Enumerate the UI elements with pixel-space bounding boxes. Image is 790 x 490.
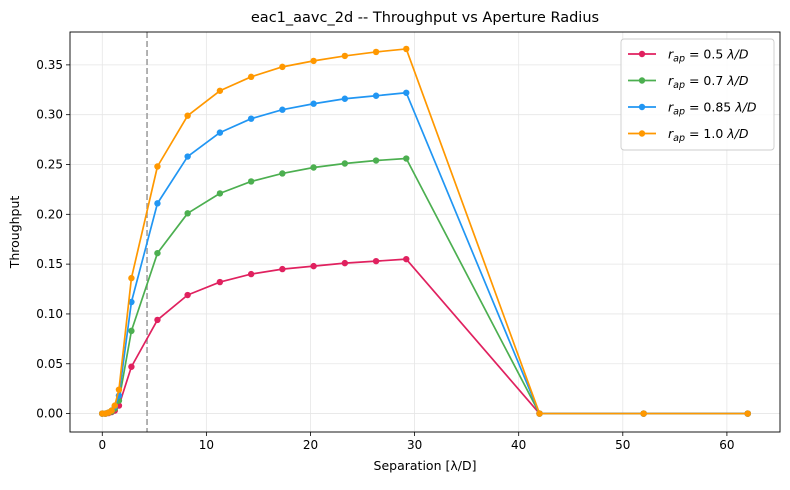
data-point	[279, 170, 286, 177]
data-point	[128, 274, 135, 282]
data-point	[279, 106, 286, 113]
x-tick-label: 20	[303, 438, 318, 452]
x-tick-label: 60	[719, 438, 734, 452]
data-point	[216, 129, 224, 136]
y-tick-label: 0.25	[36, 158, 63, 172]
data-point	[310, 100, 317, 107]
legend-marker	[638, 50, 646, 58]
data-point	[372, 92, 380, 99]
data-point	[279, 265, 286, 273]
x-tick-label: 30	[407, 438, 422, 452]
series-layer	[99, 45, 751, 417]
data-point	[154, 316, 161, 324]
y-tick-label: 0.20	[36, 207, 63, 221]
data-point	[403, 45, 410, 53]
legend-item: rap = 0.7 λ/D	[628, 73, 749, 91]
data-point	[128, 327, 135, 335]
legend-item: rap = 1.0 λ/D	[628, 126, 749, 144]
y-tick-label: 0.15	[36, 257, 63, 271]
x-tick-label: 10	[199, 438, 214, 452]
data-point	[216, 190, 224, 197]
legend-label: rap = 0.7 λ/D	[668, 73, 749, 91]
legend-item: rap = 0.5 λ/D	[628, 47, 749, 65]
y-axis-label: Throughput	[7, 196, 22, 270]
data-point	[128, 298, 135, 306]
data-point	[310, 262, 317, 270]
data-point	[108, 407, 115, 414]
data-point	[403, 89, 410, 96]
x-tick-label: 40	[511, 438, 526, 452]
data-point	[154, 200, 161, 207]
data-point	[279, 63, 286, 71]
data-point	[341, 259, 349, 267]
data-point	[403, 155, 410, 162]
legend-label: rap = 1.0 λ/D	[668, 126, 749, 144]
data-point	[247, 270, 255, 278]
y-tick-label: 0.00	[36, 407, 63, 421]
data-point	[341, 52, 349, 60]
data-point	[184, 291, 191, 299]
y-tick-label: 0.30	[36, 108, 63, 122]
data-point	[403, 255, 410, 263]
data-point	[536, 410, 543, 417]
data-point	[115, 386, 123, 393]
x-tick-label: 0	[98, 438, 106, 452]
legend-item: rap = 0.85 λ/D	[628, 100, 757, 118]
x-axis-label: Separation [λ/D]	[374, 458, 477, 473]
data-point	[184, 153, 191, 160]
data-point	[310, 164, 317, 171]
data-point	[247, 73, 255, 81]
legend-marker	[638, 130, 646, 137]
x-axis-ticks: 0 10 20 30 40 50 60	[98, 432, 735, 452]
data-point	[372, 157, 380, 164]
y-axis-ticks: 0.00 0.05 0.10 0.15 0.20 0.25 0.30 0.35	[36, 58, 70, 421]
grid	[70, 32, 780, 432]
data-point	[216, 278, 224, 286]
data-point	[184, 112, 191, 119]
plot-frame	[69, 31, 781, 433]
legend-label: rap = 0.5 λ/D	[668, 47, 749, 65]
data-point	[341, 95, 349, 102]
data-point	[640, 410, 647, 417]
data-point	[247, 178, 255, 185]
chart-title: eac1_aavc_2d -- Throughput vs Aperture R…	[251, 10, 599, 26]
data-point	[184, 210, 191, 217]
data-point	[154, 163, 161, 170]
y-tick-label: 0.35	[36, 58, 63, 72]
data-point	[744, 410, 751, 417]
data-point	[372, 257, 380, 265]
data-point	[154, 249, 161, 257]
series-3	[99, 45, 751, 417]
data-point	[310, 57, 317, 65]
data-point	[247, 115, 255, 122]
y-tick-label: 0.05	[36, 357, 63, 371]
legend-label: rap = 0.85 λ/D	[668, 100, 757, 118]
data-point	[372, 48, 380, 56]
x-tick-label: 50	[615, 438, 630, 452]
y-tick-label: 0.10	[36, 307, 63, 321]
data-point	[111, 402, 118, 409]
data-point	[216, 87, 224, 94]
data-point	[128, 363, 135, 370]
legend: rap = 0.5 λ/D rap = 0.7 λ/D rap = 0.85 λ/D…	[620, 38, 775, 151]
legend-marker	[638, 103, 646, 111]
legend-marker	[638, 77, 646, 84]
legend-box	[620, 38, 775, 151]
data-point	[341, 160, 349, 167]
